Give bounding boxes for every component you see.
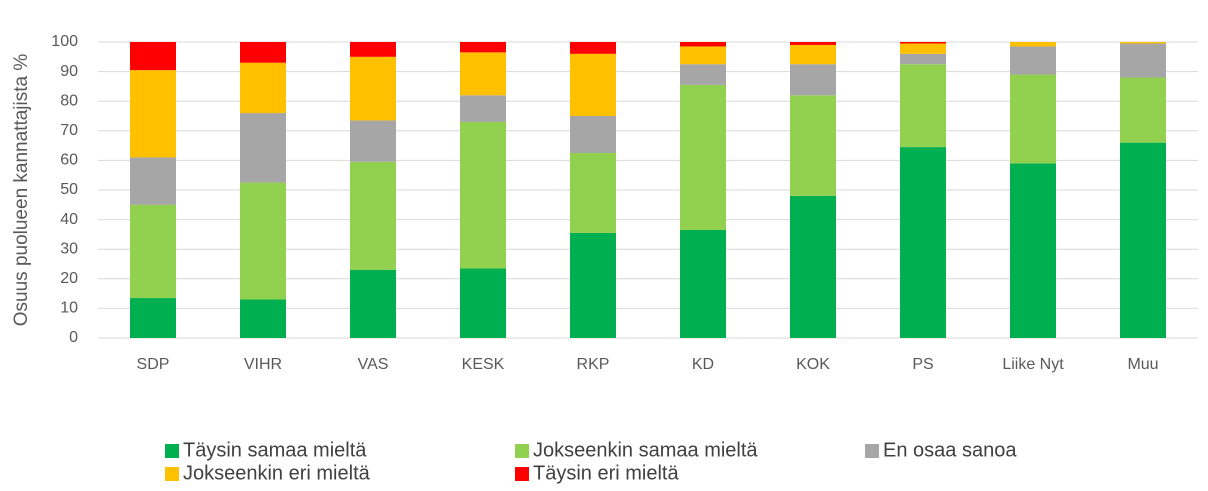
bar-segment [1010, 74, 1056, 164]
bar-segment [680, 64, 726, 85]
y-tick-label: 80 [60, 92, 78, 109]
bar-segment [350, 56, 396, 121]
bar-segment [790, 44, 836, 65]
bar-segment [1010, 46, 1056, 75]
x-tick-label: VAS [358, 356, 389, 373]
bar-segment [130, 157, 176, 205]
bar-segment [1120, 43, 1166, 78]
bar-segment [570, 42, 616, 54]
bar-segment [680, 46, 726, 65]
bar-segment [240, 113, 286, 183]
legend-label: Täysin eri mieltä [533, 462, 679, 484]
x-tick-label: KESK [462, 356, 505, 373]
bar-segment [900, 64, 946, 148]
y-tick-label: 50 [60, 181, 78, 198]
bar-segment [460, 121, 506, 269]
y-tick-label: 20 [60, 270, 78, 287]
x-tick-label: VIHR [244, 356, 282, 373]
bar-segment [460, 42, 506, 53]
bar-segment [900, 53, 946, 65]
y-axis-label: Osuus puolueen kannattajista % [11, 54, 32, 327]
bar-segment [1010, 42, 1056, 47]
bar-segment [900, 147, 946, 338]
bar-segment [790, 95, 836, 196]
bar-segment [130, 298, 176, 338]
bar-segment [460, 268, 506, 338]
bar-segment [460, 95, 506, 122]
bar-segment [350, 42, 396, 57]
x-tick-label: Muu [1127, 356, 1158, 373]
bar-segment [350, 120, 396, 162]
x-tick-label: PS [912, 356, 933, 373]
bar-segment [570, 53, 616, 116]
bar-segment [570, 116, 616, 153]
legend-swatch [165, 444, 179, 458]
legend-label: Jokseenkin eri mieltä [183, 462, 371, 484]
x-tick-label: Liike Nyt [1002, 356, 1064, 373]
x-tick-label: RKP [577, 356, 610, 373]
bar-segment [680, 84, 726, 230]
legend-swatch [515, 467, 529, 481]
bar-segment [350, 269, 396, 338]
y-tick-label: 0 [69, 329, 78, 346]
y-tick-label: 10 [60, 300, 78, 317]
bar-segment [1120, 77, 1166, 143]
y-tick-label: 70 [60, 122, 78, 139]
bar-segment [790, 64, 836, 96]
bar-segment [1120, 42, 1166, 44]
bar-segment [680, 229, 726, 338]
bar-segment [790, 42, 836, 45]
y-tick-label: 40 [60, 211, 78, 228]
legend-label: Täysin samaa mieltä [183, 439, 367, 461]
bar-segment [900, 43, 946, 54]
bar-segment [570, 232, 616, 338]
x-tick-label: KOK [796, 356, 830, 373]
y-tick-label: 90 [60, 63, 78, 80]
bar-segment [240, 182, 286, 300]
bar-segment [460, 52, 506, 96]
legend-swatch [165, 467, 179, 481]
y-tick-label: 30 [60, 240, 78, 257]
legend-swatch [865, 444, 879, 458]
x-tick-label: KD [692, 356, 714, 373]
bar-segment [900, 42, 946, 44]
y-tick-label: 100 [51, 33, 78, 50]
bar-segment [350, 161, 396, 270]
bar-segment [1010, 163, 1056, 338]
bar-segment [570, 153, 616, 233]
bar-segment [130, 204, 176, 299]
bar-segment [1120, 142, 1166, 338]
bar-segment [240, 42, 286, 63]
bar-segment [680, 42, 726, 47]
bar-segment [790, 195, 836, 338]
legend-label: Jokseenkin samaa mieltä [533, 439, 758, 461]
bar-segment [130, 70, 176, 158]
y-tick-label: 60 [60, 152, 78, 169]
bar-segment [130, 42, 176, 71]
x-tick-label: SDP [137, 356, 170, 373]
bar-segment [240, 62, 286, 114]
legend-swatch [515, 444, 529, 458]
legend-label: En osaa sanoa [883, 439, 1017, 461]
bar-segment [240, 299, 286, 338]
